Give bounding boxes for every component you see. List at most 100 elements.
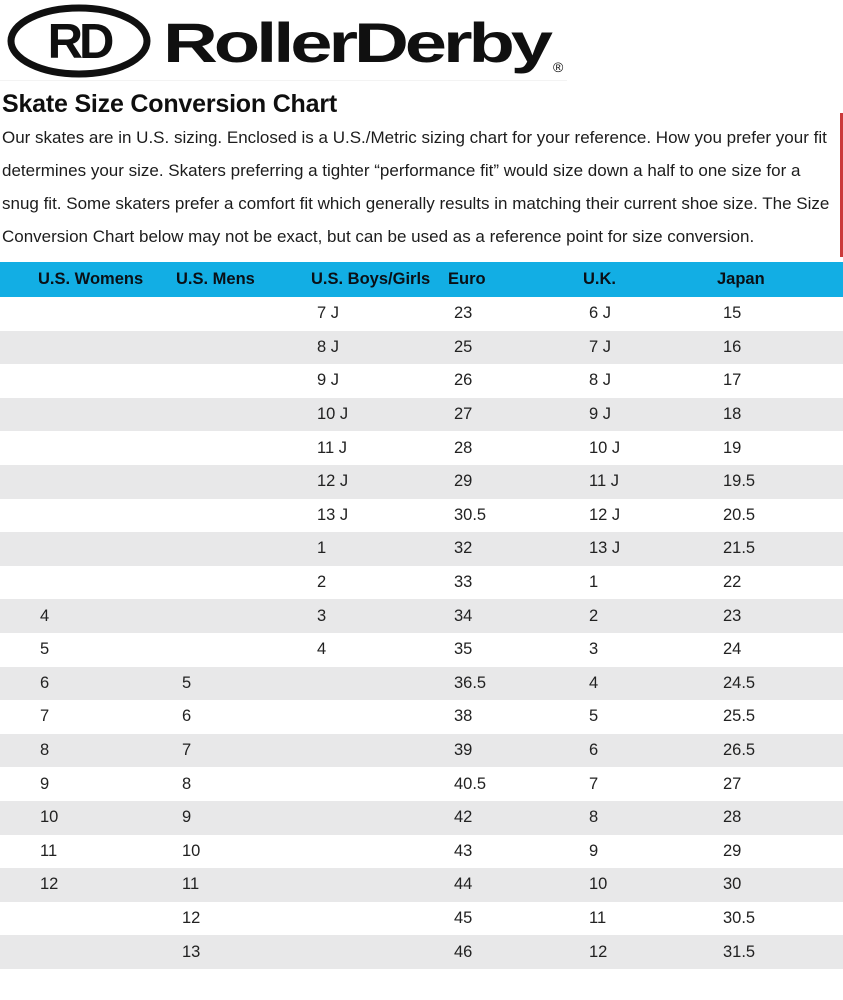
- table-cell: [305, 767, 442, 801]
- table-cell: 8: [40, 741, 50, 760]
- table-row: 11 J 28 10 J 19: [0, 431, 843, 465]
- table-cell: 6: [40, 673, 50, 692]
- table-cell: 11: [40, 841, 58, 860]
- table-cell: [170, 431, 305, 465]
- table-cell: 23: [454, 304, 473, 323]
- table-cell: [305, 935, 442, 969]
- column-header-us-womens: U.S. Womens: [38, 270, 144, 288]
- table-cell: 39: [454, 741, 473, 760]
- table-cell: 19: [723, 438, 742, 457]
- table-cell: 7: [182, 741, 192, 760]
- table-row: 1 32 13 J 21.5: [0, 532, 843, 566]
- table-row: 7 6 38 5 25.5: [0, 700, 843, 734]
- table-cell: 3: [317, 606, 327, 625]
- table-cell: 43: [454, 841, 473, 860]
- column-header-us-mens: U.S. Mens: [176, 270, 255, 288]
- table-cell: 7: [589, 774, 599, 793]
- table-cell: 20.5: [723, 505, 756, 524]
- logo-wordmark: RollerDerby: [163, 11, 553, 74]
- table-cell: 27: [723, 774, 742, 793]
- table-cell: 34: [454, 606, 473, 625]
- table-cell: 26.5: [723, 741, 756, 760]
- table-cell: 22: [723, 573, 742, 592]
- table-row: 11 10 43 9 29: [0, 835, 843, 869]
- table-cell: 7 J: [317, 304, 340, 323]
- table-row: 10 J 27 9 J 18: [0, 397, 843, 432]
- table-cell: [0, 331, 170, 365]
- table-cell: 10 J: [589, 438, 621, 457]
- table-cell: 8 J: [317, 337, 340, 356]
- table-cell: 6: [589, 741, 599, 760]
- table-cell: 19.5: [723, 472, 756, 491]
- table-cell: 25: [454, 337, 473, 356]
- table-row: 13 46 12 31.5: [0, 935, 843, 969]
- table-cell: 8 J: [589, 371, 612, 390]
- table-cell: 28: [454, 438, 473, 457]
- table-cell: 30: [723, 875, 742, 894]
- table-header-row: U.S. Womens U.S. Mens U.S. Boys/Girls Eu…: [0, 262, 843, 297]
- table-cell: [0, 532, 170, 566]
- table-cell: [0, 364, 170, 398]
- red-accent-line: [840, 113, 843, 257]
- table-cell: 12 J: [589, 505, 621, 524]
- table-cell: 6 J: [589, 304, 612, 323]
- table-cell: 42: [454, 808, 473, 827]
- table-cell: 44: [454, 875, 473, 894]
- table-row: 9 J 26 8 J 17: [0, 364, 843, 398]
- table-cell: 30.5: [454, 505, 487, 524]
- intro-paragraph: Our skates are in U.S. sizing. Enclosed …: [2, 128, 830, 246]
- table-cell: [170, 532, 305, 566]
- size-conversion-table: U.S. Womens U.S. Mens U.S. Boys/Girls Eu…: [0, 262, 843, 969]
- table-cell: [0, 465, 170, 499]
- table-cell: 27: [454, 405, 473, 424]
- table-cell: [0, 566, 170, 600]
- table-cell: 1: [317, 539, 327, 558]
- page-title: Skate Size Conversion Chart: [2, 90, 337, 118]
- table-cell: 4: [589, 673, 599, 692]
- table-cell: [170, 599, 305, 633]
- table-cell: [0, 398, 170, 432]
- table-cell: [170, 499, 305, 533]
- table-cell: 10 J: [317, 405, 349, 424]
- table-cell: 10: [182, 841, 201, 860]
- table-cell: 2: [589, 606, 599, 625]
- table-row: 10 9 42 8 28: [0, 800, 843, 835]
- table-cell: 13: [182, 942, 201, 961]
- table-cell: 9 J: [317, 371, 340, 390]
- table-cell: 2: [317, 573, 327, 592]
- table-cell: 5: [40, 640, 50, 659]
- table-cell: 4: [317, 640, 327, 659]
- table-cell: 9: [182, 808, 192, 827]
- table-cell: 24.5: [723, 673, 756, 692]
- table-cell: 10: [589, 875, 608, 894]
- table-cell: [305, 835, 442, 869]
- table-cell: [0, 935, 170, 969]
- table-cell: 10: [40, 808, 59, 827]
- table-cell: 12: [182, 908, 201, 927]
- logo-monogram: RD: [48, 15, 113, 69]
- table-cell: 12: [589, 942, 608, 961]
- table-row: 5 4 35 3 24: [0, 633, 843, 667]
- table-cell: 29: [723, 841, 742, 860]
- table-cell: [0, 499, 170, 533]
- table-cell: 5: [182, 673, 192, 692]
- table-cell: 9: [40, 774, 50, 793]
- table-cell: 46: [454, 942, 473, 961]
- table-cell: 5: [589, 707, 599, 726]
- table-cell: 7 J: [589, 337, 612, 356]
- table-cell: 31.5: [723, 942, 756, 961]
- table-cell: [0, 431, 170, 465]
- table-cell: 8: [589, 808, 599, 827]
- table-row: 7 J 23 6 J 15: [0, 297, 843, 331]
- table-row: 6 5 36.5 4 24.5: [0, 666, 843, 701]
- table-row: 9 8 40.5 7 27: [0, 767, 843, 801]
- table-cell: 36.5: [454, 673, 487, 692]
- table-cell: 12: [40, 875, 59, 894]
- table-cell: 24: [723, 640, 742, 659]
- table-row: 4 3 34 2 23: [0, 599, 843, 633]
- table-cell: [305, 667, 442, 701]
- column-header-japan: Japan: [717, 270, 765, 288]
- table-cell: 38: [454, 707, 473, 726]
- table-cell: 21.5: [723, 539, 756, 558]
- table-cell: [170, 566, 305, 600]
